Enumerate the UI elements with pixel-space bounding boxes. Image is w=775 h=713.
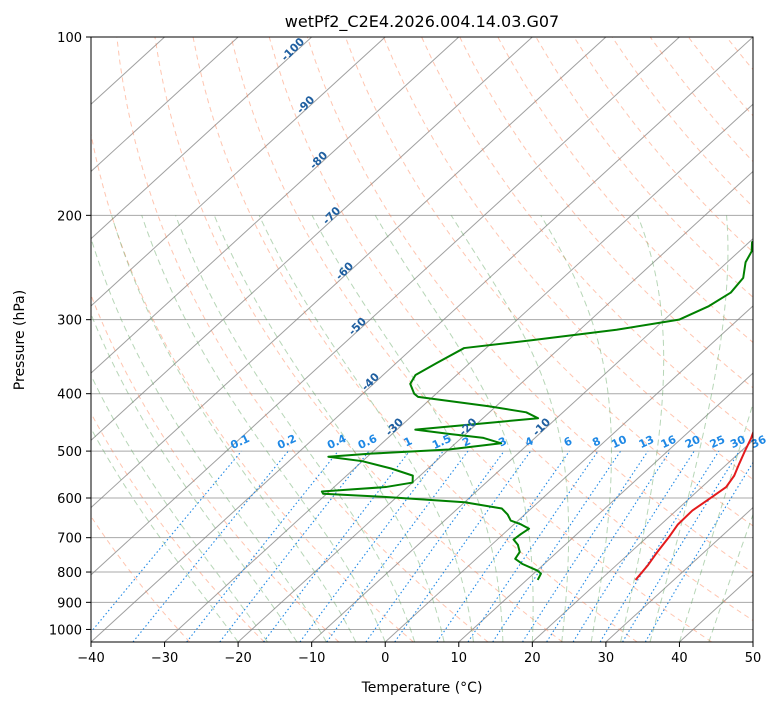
- isotherm--20: [237, 170, 753, 642]
- x-tick-label: 50: [745, 651, 762, 666]
- y-tick-label: 400: [57, 388, 82, 403]
- moist-adiabat--16: [91, 374, 268, 642]
- moist-adiabat-12: [258, 215, 474, 642]
- mixing-ratio-label: 25: [708, 433, 727, 451]
- x-tick-label: 20: [524, 651, 541, 666]
- mixing-ratio-line-13: [546, 450, 671, 642]
- axis-ticks: −40 −30 −20 −10 0 10 20 30 40 50 100 200 300 400 500 60…: [49, 31, 761, 666]
- moist-adiabat-8: [213, 215, 445, 642]
- dry-adiabat-120: [535, 37, 753, 298]
- isotherm--90: [91, 37, 386, 307]
- dry-adiabat--10: [91, 293, 340, 642]
- background-grid: [91, 37, 753, 642]
- isotherm--40: [91, 37, 753, 642]
- mixing-ratio-label: 13: [637, 433, 656, 451]
- plot-frame: [90, 36, 754, 643]
- isotherm-20: [531, 439, 753, 642]
- mixing-ratio-line-9: [436, 450, 570, 642]
- temperature-profile-line: [634, 430, 753, 581]
- mixing-ratio-line-0: [91, 450, 242, 633]
- y-tick-label: 300: [57, 314, 82, 329]
- mixing-ratio-line-7: [365, 450, 505, 642]
- dry-adiabat-0: [91, 131, 414, 642]
- x-tick-label: 10: [451, 651, 468, 666]
- mixing-ratio-line-6: [326, 450, 469, 642]
- mixing-ratio-line-8: [394, 450, 532, 642]
- dry-adiabat-10: [116, 37, 489, 642]
- isotherm-30: [605, 506, 753, 642]
- x-tick-label: −40: [77, 651, 104, 666]
- x-axis-title: Temperature (°C): [361, 680, 483, 696]
- x-tick-label: −20: [224, 651, 251, 666]
- x-tick-label: 30: [598, 651, 615, 666]
- isotherm--30: [164, 103, 753, 642]
- y-axis-title: Pressure (hPa): [12, 290, 28, 390]
- moist-adiabat-20: [374, 215, 534, 642]
- moist-adiabat--4: [111, 215, 357, 642]
- thermo-overlays: [91, 37, 753, 642]
- mixing-ratio-label: 20: [683, 433, 703, 451]
- isotherm-10: [458, 372, 753, 642]
- dry-adiabat--30: [91, 515, 191, 642]
- x-tick-label: 40: [671, 651, 688, 666]
- x-tick-label: −10: [298, 651, 325, 666]
- dry-adiabat--20: [91, 412, 265, 642]
- dry-adiabat-30: [192, 37, 638, 642]
- y-tick-label: 600: [57, 492, 82, 507]
- isotherm--10: [311, 237, 753, 642]
- y-tick-label: 700: [57, 532, 82, 547]
- mixing-ratio-label: 36: [749, 433, 769, 451]
- y-tick-label: 100: [57, 31, 82, 46]
- x-tick-label: −30: [151, 651, 178, 666]
- isotherm--70: [91, 37, 533, 442]
- x-tick-label: 0: [381, 651, 389, 666]
- isotherm--100: [91, 37, 313, 240]
- mixing-ratio-label: 16: [659, 433, 679, 451]
- mixing-ratio-line-2: [186, 450, 339, 642]
- isotherm--60: [91, 37, 607, 509]
- chart-title: wetPf2_C2E4.2026.004.14.03.G07: [285, 12, 559, 32]
- isotherm--50: [91, 37, 680, 576]
- moist-adiabat--20: [91, 427, 239, 642]
- mixing-ratio-line-11: [492, 450, 622, 642]
- y-tick-label: 1000: [49, 623, 82, 638]
- moist-adiabat-28: [540, 215, 612, 642]
- dry-adiabat-100: [459, 37, 753, 389]
- dry-adiabat-50: [268, 37, 753, 622]
- isotherm--80: [91, 37, 460, 374]
- isotherm-0: [384, 305, 753, 642]
- mixing-ratio-line-1: [132, 450, 289, 642]
- profile-series: [320, 240, 753, 581]
- dry-adiabat-40: [230, 37, 713, 642]
- y-tick-label: 800: [57, 566, 82, 581]
- mixing-ratio-line-15: [599, 450, 720, 642]
- dry-adiabat-60: [306, 37, 753, 574]
- dewpoint-profile-line: [320, 240, 753, 581]
- mixing-ratio-line-10: [467, 450, 599, 642]
- y-tick-label: 900: [57, 596, 82, 611]
- y-tick-label: 500: [57, 445, 82, 460]
- mixing-ratio-label: 10: [609, 433, 629, 451]
- mixing-ratio-line-4: [263, 450, 410, 642]
- moist-adiabat-0: [141, 215, 386, 642]
- moist-adiabat--8: [91, 236, 327, 642]
- isotherm--110: [91, 37, 239, 173]
- dry-adiabat-110: [497, 37, 753, 344]
- dry-adiabat-70: [344, 37, 753, 527]
- moist-adiabat-16: [311, 215, 504, 642]
- y-tick-label: 200: [57, 209, 82, 224]
- moist-adiabat-24: [450, 215, 570, 642]
- mixing-ratio-line-5: [299, 450, 444, 642]
- mixing-ratio-label: 30: [728, 433, 748, 451]
- moist-adiabat-32: [620, 215, 665, 642]
- mixing-ratio-line-12: [522, 450, 649, 642]
- mixing-ratio-line-16: [622, 450, 740, 642]
- mixing-ratio-line-14: [572, 450, 695, 642]
- moist-adiabat--12: [91, 312, 298, 642]
